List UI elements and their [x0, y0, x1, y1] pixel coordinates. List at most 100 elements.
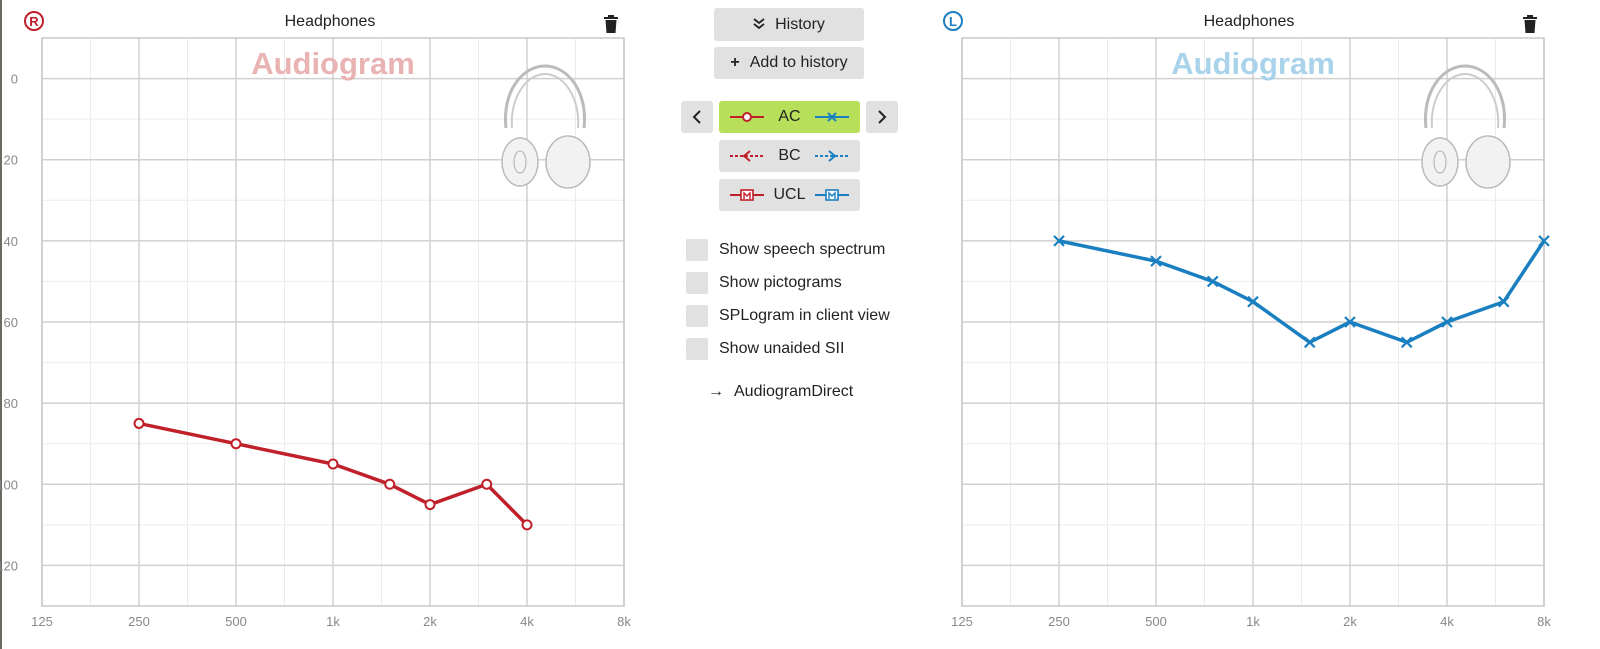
y-tick-label: 0: [11, 72, 18, 87]
ac-left-symbol-icon: [814, 112, 849, 122]
plot-border: [41, 37, 625, 607]
x-tick-label: 4k: [520, 614, 534, 629]
y-tick-label: 120: [0, 558, 18, 573]
checkbox-speech-spectrum[interactable]: Show speech spectrum: [686, 238, 885, 262]
data-point: [133, 417, 145, 429]
data-point: [1206, 275, 1219, 288]
chevron-left-icon: [692, 110, 701, 124]
add-to-history-button[interactable]: + Add to history: [714, 47, 864, 79]
checkbox-label: SPLogram in client view: [719, 307, 890, 324]
history-button[interactable]: History: [714, 8, 864, 41]
checkbox-box[interactable]: [686, 338, 708, 360]
left-ear-badge: L: [943, 11, 963, 31]
headphones-cup: [1421, 137, 1459, 187]
checkbox-label: Show speech spectrum: [719, 241, 886, 258]
headphones-icon: [501, 64, 591, 189]
trash-icon[interactable]: [1522, 15, 1538, 33]
headphones-cup: [501, 137, 539, 187]
curve-ac-label: AC: [778, 108, 801, 125]
series-line: [1058, 239, 1546, 345]
curve-ucl-label: UCL: [773, 186, 806, 203]
headphones-band-inner: [1430, 72, 1500, 129]
x-tick-label: 250: [128, 614, 150, 629]
next-button[interactable]: [866, 101, 898, 133]
x-tick-label: 2k: [423, 614, 437, 629]
audiogram-watermark: Audiogram: [251, 46, 415, 81]
audiogram-watermark: Audiogram: [1171, 46, 1335, 81]
x-tick-label: 8k: [1537, 614, 1551, 629]
y-tick-label: 100: [0, 477, 18, 492]
checkbox-unaided-sii[interactable]: Show unaided SII: [686, 337, 844, 361]
checkbox-pictograms[interactable]: Show pictograms: [686, 271, 842, 295]
headphones-band: [504, 64, 586, 129]
data-point: [1053, 235, 1065, 247]
x-tick-label: 250: [1048, 614, 1070, 629]
left-panel-title: Headphones: [1203, 13, 1295, 30]
right-ear-panel: R Headphones 1252505001k2k4k8k0204060801…: [0, 0, 640, 649]
data-point: [1400, 336, 1413, 349]
double-chevron-down-icon: [753, 17, 765, 33]
headphones-icon: [1421, 64, 1511, 189]
x-tick-label: 4k: [1440, 614, 1454, 629]
data-point: [1538, 235, 1550, 247]
y-tick-label: 60: [4, 315, 18, 330]
y-tick-label: 80: [4, 396, 18, 411]
data-point: [1497, 295, 1510, 308]
plot-border: [961, 37, 1545, 607]
checkbox-box[interactable]: [686, 305, 708, 327]
left-audiogram-chart[interactable]: 1252505001k2k4k8k020406080100120Audiogra…: [940, 0, 1580, 649]
ucl-left-symbol-icon: [814, 189, 849, 201]
ucl-right-symbol-icon: [730, 189, 764, 201]
x-tick-label: 1k: [326, 614, 340, 629]
history-label: History: [775, 15, 825, 33]
headphones-cup-inner: [513, 150, 527, 174]
right-panel-title: Headphones: [284, 13, 376, 30]
right-audiogram-chart[interactable]: 125 250 500 1k 2k 4k 8k 0 20 40 60 80 100 120 Audiogra…: [0, 0, 640, 649]
checkbox-box[interactable]: [686, 272, 708, 294]
data-point: [1247, 295, 1259, 308]
ac-right-symbol-icon: [730, 112, 764, 122]
plus-icon: +: [730, 54, 740, 71]
curve-bc-label: BC: [778, 147, 801, 164]
bc-left-symbol-icon: [814, 150, 849, 162]
data-point: [1441, 316, 1453, 328]
checkbox-box[interactable]: [686, 239, 708, 261]
curve-button-bc[interactable]: BC: [719, 140, 860, 172]
headphones-cup: [1465, 135, 1511, 189]
headphones-cup: [545, 135, 591, 189]
x-tick-label: 125: [31, 614, 53, 629]
curve-button-ac[interactable]: AC: [719, 101, 860, 133]
arrow-right-icon: →: [708, 383, 724, 400]
checkbox-label: Show pictograms: [719, 274, 842, 291]
audiogramdirect-label: AudiogramDirect: [734, 383, 854, 400]
window-edge: [0, 0, 2, 649]
data-point: [481, 478, 493, 490]
data-point: [230, 438, 242, 450]
x-tick-label: 125: [951, 614, 973, 629]
x-tick-label: 2k: [1343, 614, 1357, 629]
headphones-band: [1424, 64, 1506, 129]
headphones-band-inner: [510, 72, 580, 129]
audiogramdirect-link[interactable]: → AudiogramDirect: [708, 383, 853, 401]
trash-icon[interactable]: [603, 15, 619, 33]
right-ear-badge: R: [24, 11, 44, 31]
bc-right-symbol-icon: [730, 150, 764, 162]
chevron-right-icon: [878, 110, 887, 124]
data-point: [384, 478, 396, 490]
y-tick-label: 40: [4, 234, 18, 249]
x-tick-label: 500: [225, 614, 247, 629]
x-tick-label: 500: [1145, 614, 1167, 629]
curve-button-ucl[interactable]: UCL: [719, 179, 860, 211]
headphones-cup-inner: [1433, 150, 1447, 174]
data-point: [1344, 316, 1356, 328]
data-point: [521, 519, 533, 531]
data-point: [424, 499, 436, 511]
checkbox-splogram[interactable]: SPLogram in client view: [686, 304, 890, 328]
data-point: [1150, 255, 1162, 267]
x-tick-label: 8k: [617, 614, 631, 629]
data-point: [327, 458, 339, 470]
checkbox-label: Show unaided SII: [719, 340, 845, 357]
previous-button[interactable]: [681, 101, 713, 133]
add-to-history-label: Add to history: [749, 54, 848, 71]
left-ear-panel: L Headphones 1252505001k2k4k8k0204060801…: [940, 0, 1580, 649]
